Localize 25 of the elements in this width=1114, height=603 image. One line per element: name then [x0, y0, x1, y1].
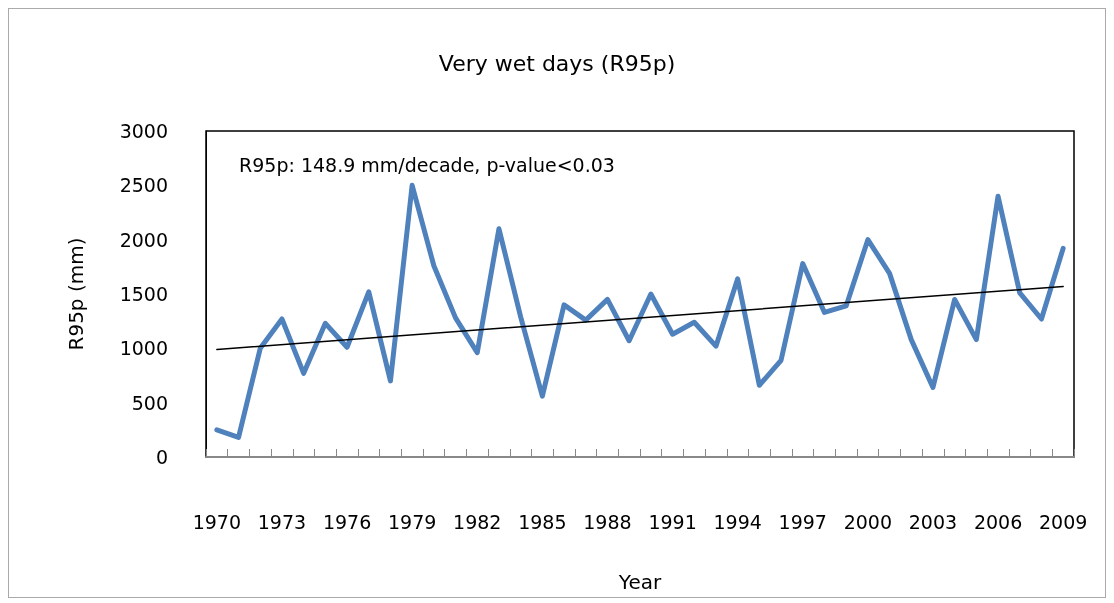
y-tick-label: 2500 [119, 174, 168, 197]
x-tick-label: 2000 [843, 510, 893, 533]
y-tick-label: 3000 [119, 120, 168, 142]
x-tick-label: 1985 [518, 510, 567, 533]
x-tick-label: 1976 [322, 510, 372, 533]
x-tick-label: 1991 [648, 510, 697, 533]
x-tick-label: 1994 [713, 510, 762, 533]
x-tick-label: 1973 [257, 510, 307, 533]
x-tick-label: 2006 [973, 510, 1023, 533]
x-tick-label: 2009 [1038, 510, 1088, 533]
chart-title: Very wet days (R95p) [438, 50, 676, 76]
x-tick-label: 2003 [908, 510, 958, 533]
x-tick-label: 1970 [192, 510, 242, 533]
y-tick-label: 0 [155, 446, 168, 468]
y-tick-label: 1000 [119, 337, 168, 360]
y-tick-label: 2000 [119, 228, 168, 251]
x-tick-label: 1982 [453, 510, 502, 533]
x-tick-label: 1988 [583, 510, 632, 533]
x-axis-title: Year [617, 570, 662, 594]
x-tick-label: 1979 [387, 510, 437, 533]
y-tick-label: 500 [131, 391, 168, 414]
annotation: R95p: 148.9 mm/decade, p-value<0.03 [239, 153, 615, 176]
x-tick-label: 1997 [778, 510, 827, 533]
y-axis-title: R95p (mm) [64, 237, 88, 351]
y-tick-label: 1500 [119, 283, 168, 305]
